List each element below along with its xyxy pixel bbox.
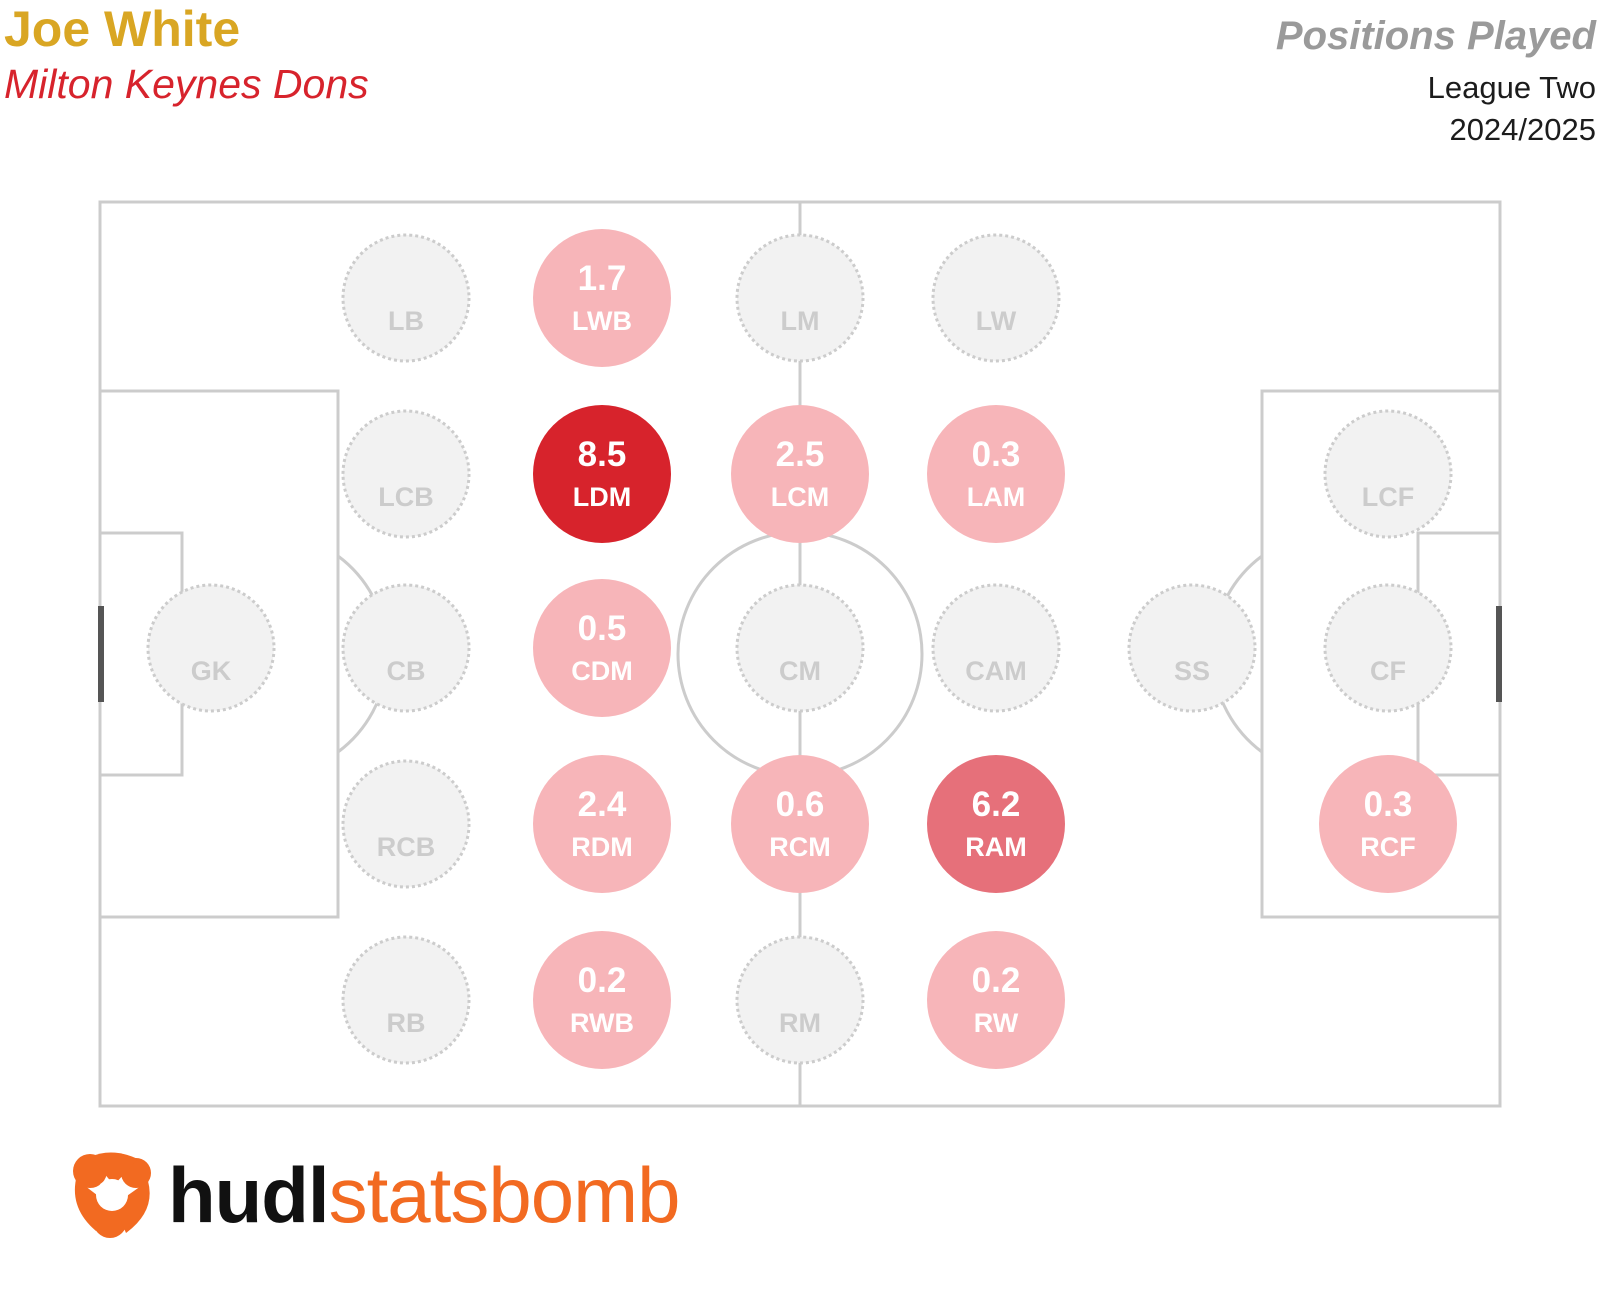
position-cb: CB — [341, 583, 471, 713]
position-cam: CAM — [931, 583, 1061, 713]
position-label-ss: SS — [1174, 656, 1210, 686]
position-cm: CM — [735, 583, 865, 713]
position-marker-rwb — [533, 931, 671, 1069]
position-label-lw: LW — [976, 306, 1017, 336]
team-name: Milton Keynes Dons — [4, 61, 369, 107]
position-rb: RB — [341, 935, 471, 1065]
position-value-rw: 0.2 — [972, 961, 1021, 1000]
position-value-rcm: 0.6 — [776, 785, 825, 824]
position-label-lb: LB — [388, 306, 424, 336]
position-rdm: 2.4 RDM — [533, 755, 671, 893]
player-name: Joe White — [4, 1, 241, 57]
position-cdm: 0.5 CDM — [533, 579, 671, 717]
position-value-cdm: 0.5 — [578, 609, 627, 648]
position-label-rcm: RCM — [769, 832, 831, 862]
position-lm: LM — [735, 233, 865, 363]
position-marker-cdm — [533, 579, 671, 717]
position-value-lwb: 1.7 — [578, 259, 627, 298]
position-rw: 0.2 RW — [927, 931, 1065, 1069]
position-marker-lwb — [533, 229, 671, 367]
position-marker-lam — [927, 405, 1065, 543]
position-label-rdm: RDM — [571, 832, 633, 862]
left-goal — [98, 606, 104, 702]
position-lwb: 1.7 LWB — [533, 229, 671, 367]
position-label-gk: GK — [191, 656, 232, 686]
position-rcf: 0.3 RCF — [1319, 755, 1457, 893]
position-slot-lcb — [341, 409, 471, 539]
position-label-cb: CB — [387, 656, 426, 686]
hudl-statsbomb-logo: hudlstatsbomb — [66, 1150, 681, 1240]
position-gk: GK — [146, 583, 276, 713]
position-label-rcf: RCF — [1360, 832, 1416, 862]
position-marker-ram — [927, 755, 1065, 893]
position-marker-rcf — [1319, 755, 1457, 893]
positions-layer: LB 1.7 LWB LM LW LCB 8.5 LDM 2.5 LCM 0.3 LAM LCF GK CB… — [146, 229, 1457, 1069]
position-slot-cb — [341, 583, 471, 713]
position-marker-rcm — [731, 755, 869, 893]
position-lcb: LCB — [341, 409, 471, 539]
position-label-cam: CAM — [965, 656, 1027, 686]
chart-title: Positions Played — [1275, 14, 1596, 58]
position-slot-rcb — [341, 759, 471, 889]
position-rm: RM — [735, 935, 865, 1065]
statsbomb-logo-icon — [73, 1152, 151, 1238]
position-value-lam: 0.3 — [972, 435, 1021, 474]
position-marker-lcm — [731, 405, 869, 543]
season-label: 2024/2025 — [1449, 112, 1596, 147]
position-marker-rw — [927, 931, 1065, 1069]
position-value-lcm: 2.5 — [776, 435, 825, 474]
position-marker-ldm — [533, 405, 671, 543]
logo-statsbomb-text: statsbomb — [328, 1151, 681, 1239]
position-label-rwb: RWB — [570, 1008, 634, 1038]
position-value-rdm: 2.4 — [578, 785, 627, 824]
position-lam: 0.3 LAM — [927, 405, 1065, 543]
position-slot-lm — [735, 233, 865, 363]
position-rwb: 0.2 RWB — [533, 931, 671, 1069]
position-lw: LW — [931, 233, 1061, 363]
position-slot-ss — [1127, 583, 1257, 713]
position-rcb: RCB — [341, 759, 471, 889]
position-slot-lcf — [1323, 409, 1453, 539]
position-value-rwb: 0.2 — [578, 961, 627, 1000]
position-value-rcf: 0.3 — [1364, 785, 1413, 824]
position-label-lwb: LWB — [572, 306, 632, 336]
position-label-rb: RB — [387, 1008, 426, 1038]
position-label-rw: RW — [974, 1008, 1019, 1038]
position-marker-rdm — [533, 755, 671, 893]
position-label-lm: LM — [781, 306, 820, 336]
position-ram: 6.2 RAM — [927, 755, 1065, 893]
logo-hudl-text: hudl — [168, 1151, 330, 1239]
position-lb: LB — [341, 233, 471, 363]
position-label-ldm: LDM — [573, 482, 631, 512]
position-ss: SS — [1127, 583, 1257, 713]
position-slot-lb — [341, 233, 471, 363]
position-rcm: 0.6 RCM — [731, 755, 869, 893]
position-lcm: 2.5 LCM — [731, 405, 869, 543]
position-slot-cam — [931, 583, 1061, 713]
position-label-cdm: CDM — [571, 656, 633, 686]
position-cf: CF — [1323, 583, 1453, 713]
position-label-rcb: RCB — [377, 832, 436, 862]
right-goal — [1496, 606, 1502, 702]
position-label-lam: LAM — [967, 482, 1025, 512]
position-slot-cf — [1323, 583, 1453, 713]
position-label-ram: RAM — [965, 832, 1027, 862]
position-slot-lw — [931, 233, 1061, 363]
position-ldm: 8.5 LDM — [533, 405, 671, 543]
position-slot-rb — [341, 935, 471, 1065]
position-lcf: LCF — [1323, 409, 1453, 539]
position-label-lcf: LCF — [1362, 482, 1414, 512]
competition-label: League Two — [1427, 70, 1596, 105]
position-label-lcb: LCB — [378, 482, 434, 512]
position-value-ldm: 8.5 — [578, 435, 627, 474]
position-slot-gk — [146, 583, 276, 713]
position-label-rm: RM — [779, 1008, 821, 1038]
position-slot-cm — [735, 583, 865, 713]
position-value-ram: 6.2 — [972, 785, 1021, 824]
position-label-cf: CF — [1370, 656, 1406, 686]
position-label-lcm: LCM — [771, 482, 829, 512]
position-label-cm: CM — [779, 656, 821, 686]
position-slot-rm — [735, 935, 865, 1065]
